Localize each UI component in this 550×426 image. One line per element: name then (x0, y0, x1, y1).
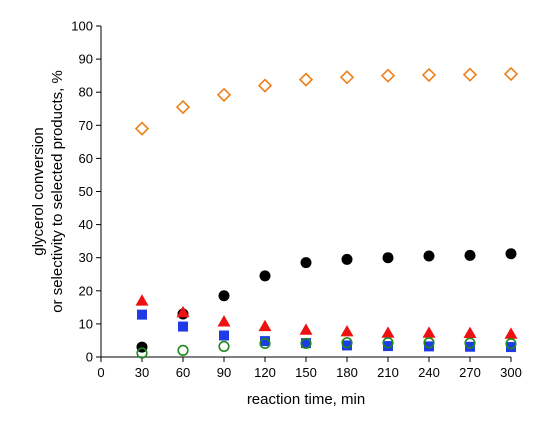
data-point-filled-square (178, 321, 188, 332)
y-tick-label: 20 (79, 283, 93, 298)
data-point-filled-circle (300, 257, 312, 269)
data-point-filled-triangle (381, 326, 395, 338)
data-point-filled-square (424, 341, 434, 352)
y-tick-label: 0 (86, 350, 93, 365)
data-point-open-diamond (339, 70, 355, 85)
x-tick-label: 90 (217, 365, 231, 380)
data-point-filled-square (260, 336, 270, 347)
data-point-filled-triangle (422, 326, 436, 338)
series-open-diamond (134, 66, 519, 136)
y-tick-label: 30 (79, 250, 93, 265)
y-axis-title-line-1: glycerol conversion (30, 127, 47, 255)
data-point-filled-triangle (299, 323, 313, 335)
data-point-filled-circle (218, 290, 230, 302)
data-point-filled-circle (464, 249, 476, 261)
data-point-filled-triangle (463, 326, 477, 339)
data-point-filled-triangle (217, 315, 231, 327)
x-tick-label: 300 (500, 365, 522, 380)
data-points (134, 66, 519, 359)
x-axis-title: reaction time, min (247, 391, 365, 408)
data-point-filled-square (301, 338, 311, 349)
data-point-filled-circle (423, 250, 435, 262)
y-tick-label: 50 (79, 184, 93, 199)
data-point-open-circle (382, 337, 394, 349)
data-point-open-circle (423, 337, 435, 349)
data-point-open-circle (259, 337, 271, 350)
y-tick-label: 60 (79, 151, 93, 166)
data-point-open-circle (464, 337, 476, 349)
x-tick-label: 0 (97, 365, 104, 380)
data-point-open-diamond (216, 87, 232, 102)
y-axis-title-line-2: or selectivity to selected products, % (49, 70, 66, 313)
y-tick-label: 40 (79, 217, 93, 232)
axes: 0 30 60 90 120 150 180 210 240 270 300 0 10 20 30 40 50… (71, 19, 522, 381)
series-filled-square (137, 309, 516, 353)
y-tick-label: 70 (79, 118, 93, 133)
x-tick-label: 60 (176, 365, 190, 380)
y-ticks: 0 10 20 30 40 50 60 70 80 90 100 (71, 19, 101, 365)
data-point-filled-triangle (258, 319, 272, 332)
x-tick-label: 30 (135, 365, 149, 380)
data-point-open-diamond (298, 72, 314, 87)
data-point-filled-square (219, 330, 229, 341)
data-point-filled-square (506, 342, 516, 353)
data-point-open-diamond (257, 78, 273, 93)
data-point-open-circle (218, 340, 230, 353)
x-tick-label: 150 (295, 365, 317, 380)
x-tick-label: 120 (254, 365, 276, 380)
series-filled-triangle (135, 294, 518, 339)
x-tick-label: 270 (459, 365, 481, 380)
data-point-filled-circle (136, 341, 148, 353)
data-point-open-diamond (380, 68, 396, 83)
data-point-open-circle (505, 338, 517, 350)
data-point-open-circle (136, 347, 148, 359)
y-tick-label: 100 (71, 19, 93, 34)
data-point-filled-triangle (176, 305, 190, 318)
data-point-open-diamond (462, 67, 478, 82)
data-point-filled-circle (382, 252, 394, 264)
data-point-filled-square (137, 309, 147, 320)
data-point-open-diamond (175, 99, 191, 115)
x-ticks: 0 30 60 90 120 150 180 210 240 270 300 (97, 357, 522, 380)
y-tick-label: 10 (79, 316, 93, 331)
data-point-open-diamond (421, 67, 437, 83)
x-tick-label: 210 (377, 365, 399, 380)
series-open-circle (136, 337, 517, 359)
data-point-filled-square (465, 341, 475, 352)
data-point-filled-circle (341, 253, 353, 265)
data-point-open-circle (177, 344, 189, 356)
data-point-filled-triangle (340, 325, 354, 337)
x-tick-label: 180 (336, 365, 358, 380)
y-tick-label: 80 (79, 85, 93, 100)
x-tick-label: 240 (418, 365, 440, 380)
series-filled-circle (136, 248, 517, 353)
data-point-open-circle (300, 337, 312, 350)
data-point-open-diamond (503, 66, 519, 82)
y-tick-label: 90 (79, 52, 93, 67)
data-point-filled-circle (259, 270, 271, 282)
data-point-filled-square (342, 340, 352, 351)
data-point-filled-circle (505, 248, 517, 260)
data-point-filled-triangle (135, 294, 149, 306)
data-point-open-circle (341, 337, 353, 349)
data-point-filled-square (383, 341, 393, 352)
data-point-open-diamond (134, 121, 150, 136)
data-point-filled-triangle (504, 327, 518, 339)
